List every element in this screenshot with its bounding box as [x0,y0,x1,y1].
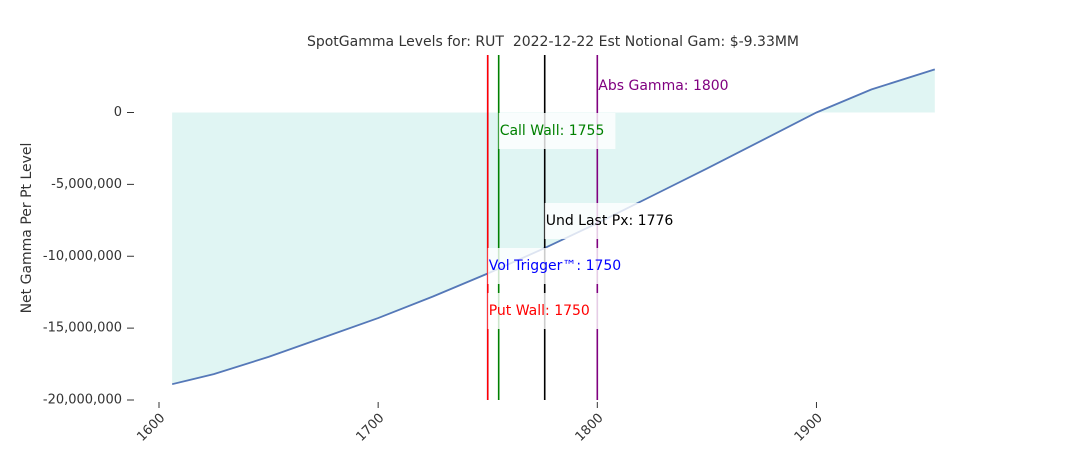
label-box [487,248,633,284]
x-tick-label: 1900 [792,411,826,445]
y-tick-label: -15,000,000 [43,321,122,336]
y-tick-label: 0 [114,105,122,120]
x-tick-label: 1700 [353,411,387,445]
y-tick-label: -5,000,000 [51,177,122,192]
level-label: Und Last Px: 1776 [546,213,674,229]
y-axis-label: Net Gamma Per Pt Level [19,143,35,314]
level-label: Call Wall: 1755 [500,123,605,139]
y-tick-label: -10,000,000 [43,249,122,264]
level-label: Abs Gamma: 1800 [598,78,728,94]
label-box [544,203,685,239]
chart-title: SpotGamma Levels for: RUT 2022-12-22 Est… [307,34,799,50]
label-box [487,293,601,329]
level-label: Put Wall: 1750 [489,303,590,319]
x-tick-label: 1600 [134,411,168,445]
level-label: Vol Trigger™: 1750 [489,258,621,274]
y-tick-label: -20,000,000 [43,393,122,408]
label-box [498,113,616,149]
x-tick-label: 1800 [573,411,607,445]
